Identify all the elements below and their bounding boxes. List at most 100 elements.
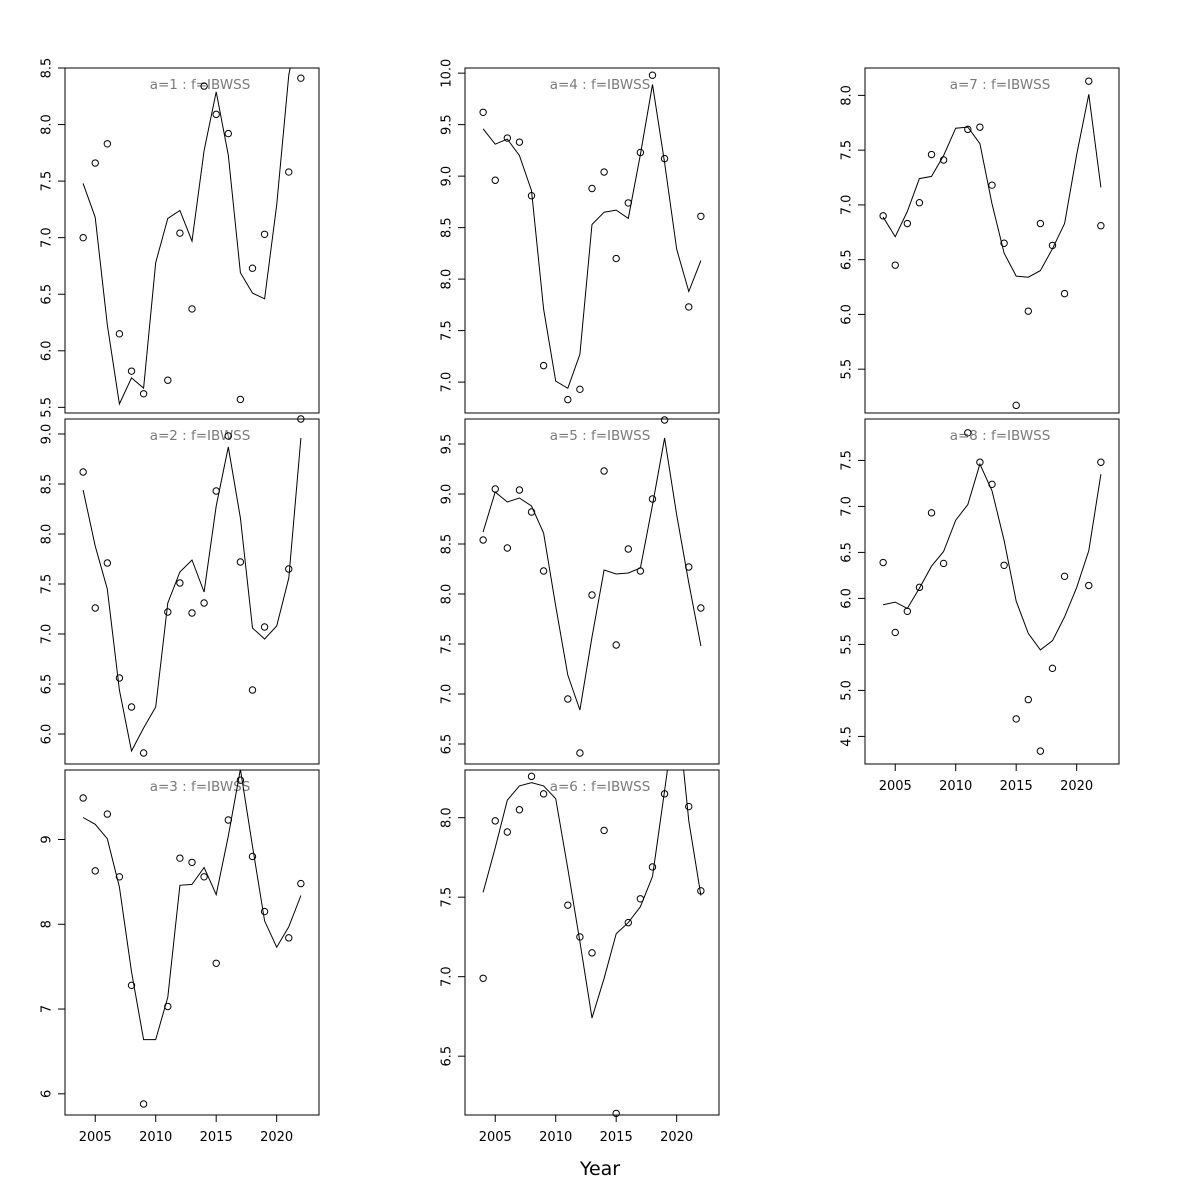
data-point [212,959,220,967]
panel-4: 7.0 7.5 8.0 8.5 9.0 9.5 10.0 a=4 : f=IBWSS [440,59,720,414]
x-tick-label: 2020 [1060,779,1093,794]
y-tick-label: 8.0 [840,85,855,106]
x-tick-label: 2005 [79,1130,112,1145]
data-point [491,176,499,184]
panel-title: a=7 : f=IBWSS [950,77,1051,93]
y-tick-label: 9.0 [440,166,455,187]
y-tick-label: 6.5 [440,1046,455,1067]
data-point [188,858,196,867]
data-point [697,604,705,612]
data-point [103,559,112,567]
data-point [927,509,936,517]
data-point [164,608,172,616]
data-point [1097,222,1105,230]
data-point [648,495,657,503]
y-tick-label: 8.5 [40,58,55,79]
data-point [1012,715,1020,723]
data-point [224,129,232,138]
y-tick-label: 7.5 [40,171,55,192]
y-tick-label: 9.5 [440,114,455,135]
y-tick-label: 7 [40,1005,55,1013]
data-point [588,184,596,193]
panel-title: a=4 : f=IBWSS [550,77,651,93]
y-tick-label: 6.5 [840,249,855,270]
y-tick-label: 9.0 [40,424,55,445]
y-tick-label: 9 [40,835,55,843]
data-point [539,790,548,798]
data-point [79,468,87,476]
y-tick-label: 7.5 [840,450,855,471]
data-point [600,826,608,835]
data-point [600,467,608,475]
fitted-line [82,68,291,406]
y-tick-label: 7.5 [840,140,855,161]
data-point [660,790,669,798]
data-point [188,305,196,313]
data-point [1036,747,1045,755]
y-tick-label: 10.0 [440,59,455,88]
panel-3: 6 7 8 9 2005 2010 2015 2020 a=3 : f=IBWSS [40,769,320,1145]
data-point [236,776,245,784]
data-point [91,159,99,167]
y-tick-label: 8.0 [40,114,55,135]
data-point [1085,581,1093,590]
data-point [224,816,232,824]
y-tick-label: 8.5 [40,474,55,495]
fitted-line [82,770,302,1041]
y-tick-label: 5.0 [840,680,855,701]
data-point [564,695,572,703]
data-point [200,873,208,881]
data-point [697,212,705,220]
data-point [648,71,657,79]
y-tick-label: 8.5 [440,217,455,238]
data-point [964,429,972,437]
fitted-line [882,462,1102,651]
fitted-line [482,770,702,1019]
data-point [127,981,136,990]
data-point [79,233,87,242]
fitted-line [482,437,702,711]
data-point [176,854,184,862]
data-point [285,168,293,176]
y-tick-label: 7.5 [440,320,455,341]
data-point [685,303,693,311]
data-point [127,703,136,711]
y-tick-label: 6.5 [40,674,55,695]
data-point [600,168,608,176]
data-point [91,867,99,875]
data-point [115,330,124,338]
data-point [891,628,899,637]
data-point [539,361,548,370]
data-point [479,974,487,982]
data-point [891,261,899,269]
data-point [79,794,87,802]
data-point [1048,241,1057,250]
data-point [1085,77,1093,85]
data-point [1024,695,1032,704]
data-point [576,385,584,394]
data-point [588,949,596,957]
x-tick-label: 2020 [660,1130,693,1145]
fitted-line [882,94,1102,278]
data-point [127,367,136,375]
data-point [1060,289,1069,298]
y-tick-label: 9.5 [440,434,455,455]
plot-frame [64,418,320,765]
data-point [503,544,512,552]
data-point [1012,401,1020,410]
data-point [660,416,669,424]
y-tick-label: 7.5 [40,574,55,595]
data-point [988,181,996,189]
data-point [939,559,948,568]
x-tick-label: 2020 [260,1130,293,1145]
fitted-line [82,437,302,753]
data-point [685,563,693,571]
data-point [988,480,996,489]
data-point [285,565,293,573]
data-point [491,817,499,825]
y-tick-label: 6.0 [40,340,55,361]
data-point [879,558,887,567]
data-point [588,591,596,599]
y-tick-label: 8.0 [440,807,455,828]
data-point [115,873,124,881]
